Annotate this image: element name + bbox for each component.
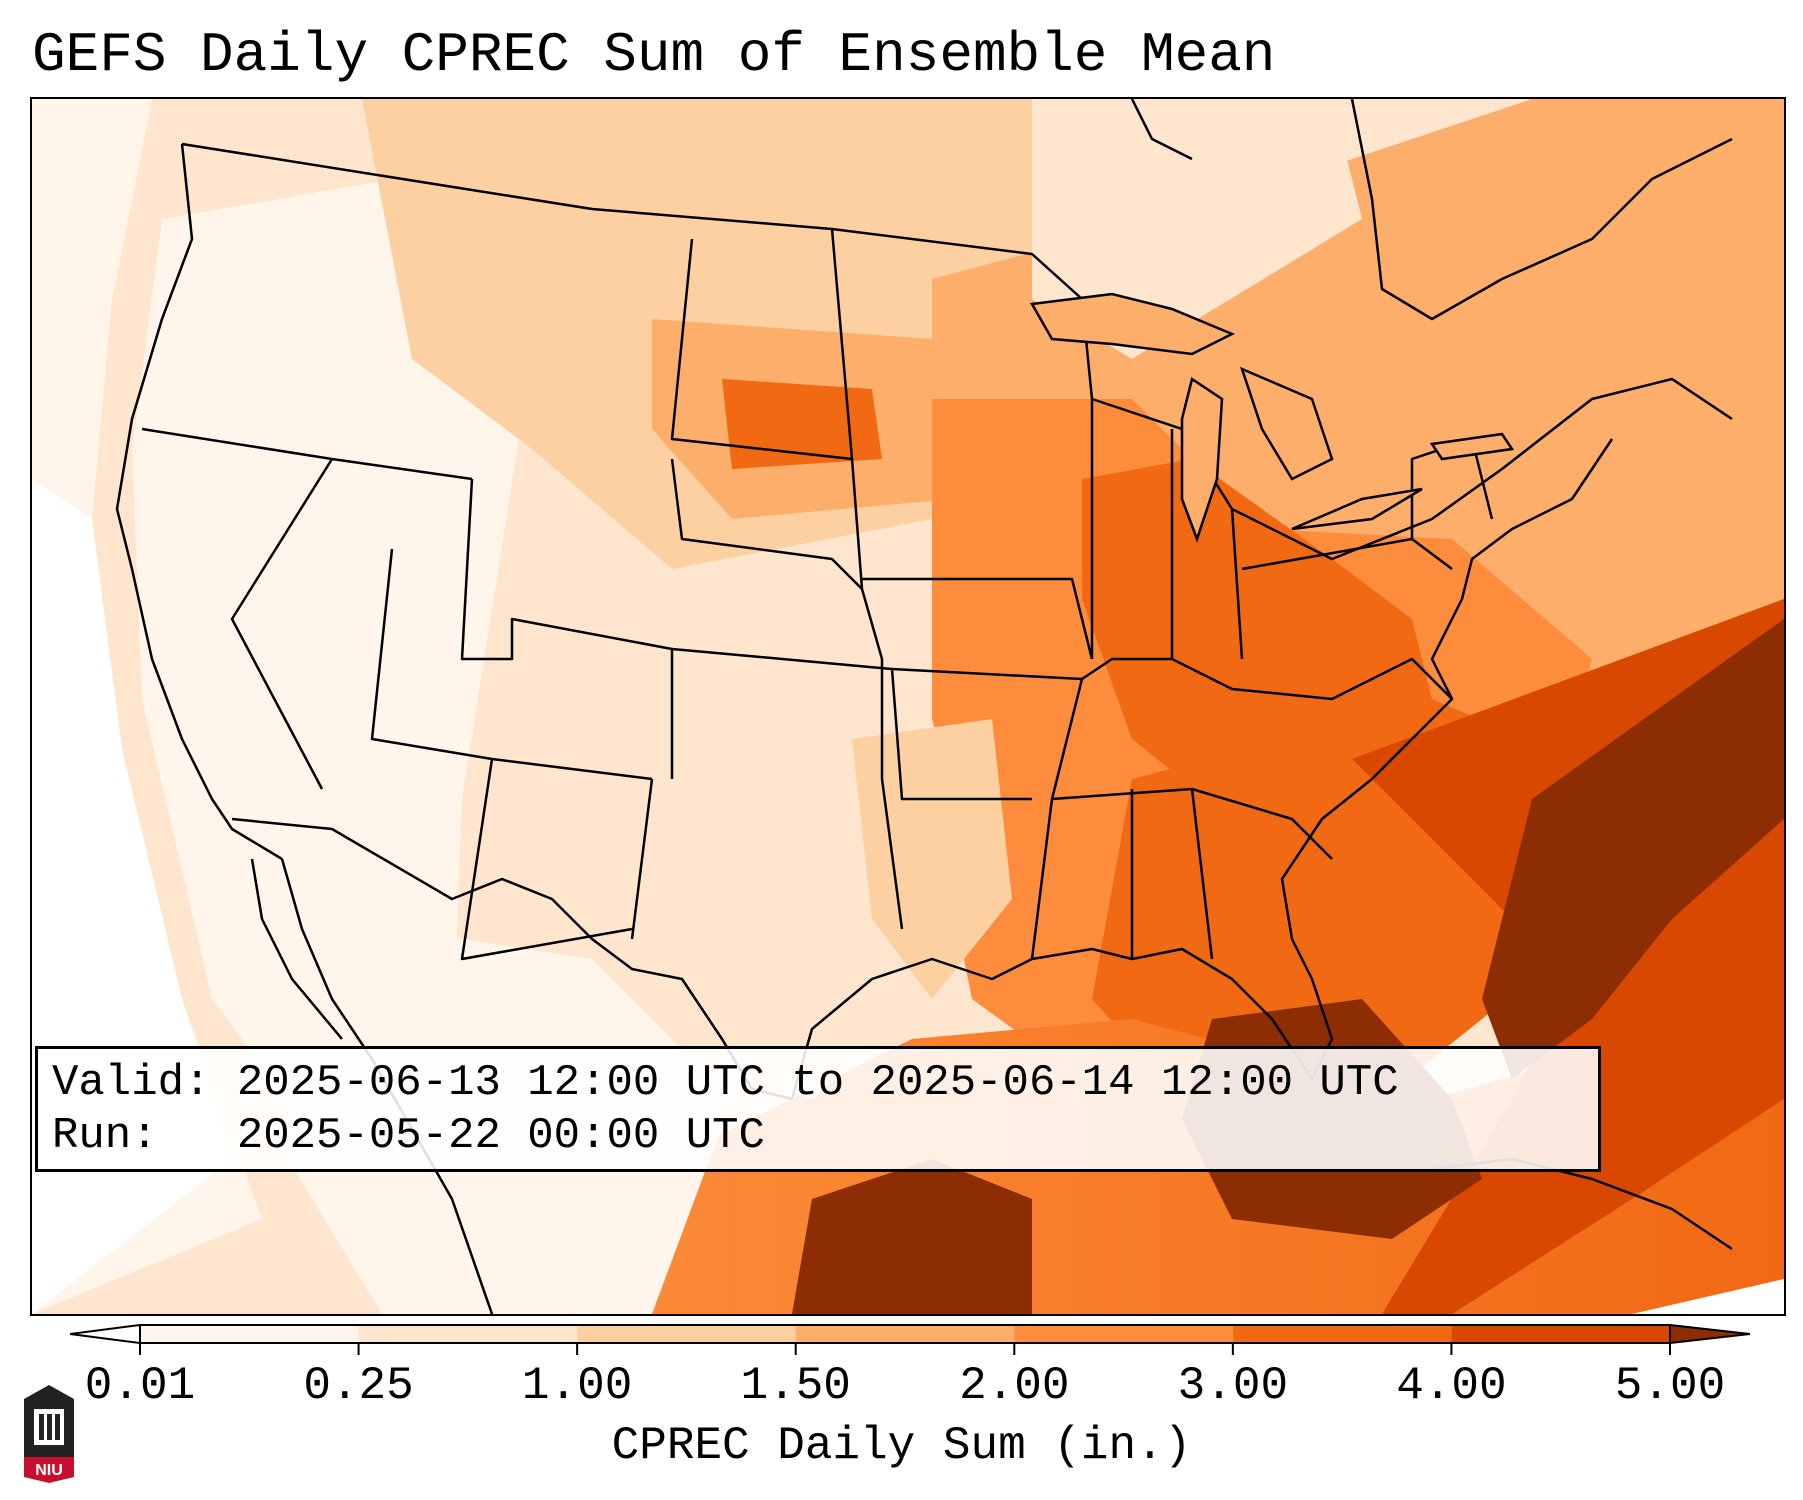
state-line-16 bbox=[1190, 788, 1214, 960]
colorbar-tick-label: 4.00 bbox=[1396, 1360, 1507, 1412]
colorbar-extend-high bbox=[1669, 1323, 1750, 1345]
colorbar-tick-label: 0.01 bbox=[84, 1360, 196, 1412]
colorbar-extend-low bbox=[70, 1323, 141, 1345]
lake-michigan bbox=[1180, 376, 1224, 543]
precip-field-west bbox=[132, 159, 522, 1159]
lake-erie bbox=[1291, 487, 1423, 531]
state-line-3 bbox=[370, 548, 653, 781]
colorbar-swatch bbox=[795, 1325, 1015, 1343]
niu-logo: NIU bbox=[24, 1385, 74, 1483]
map-title: GEFS Daily CPREC Sum of Ensemble Mean bbox=[32, 23, 1276, 87]
logo-banner-icon bbox=[24, 1457, 74, 1483]
lake-superior bbox=[1029, 292, 1236, 356]
run-line: Run: 2025-05-22 00:00 UTC bbox=[52, 1111, 765, 1161]
state-line-19 bbox=[1230, 508, 1244, 660]
precip-field-atlantic-max bbox=[1482, 619, 1784, 1079]
colorbar bbox=[70, 1323, 1750, 1355]
state-line-8 bbox=[670, 238, 853, 461]
colorbar-outline bbox=[139, 1324, 1671, 1344]
state-line-5 bbox=[460, 758, 633, 961]
colorbar-label: CPREC Daily Sum (in.) bbox=[611, 1420, 1192, 1472]
quebec-line bbox=[1350, 99, 1733, 321]
lake-ontario bbox=[1429, 432, 1515, 461]
colorbar-swatch bbox=[140, 1325, 359, 1343]
valid-line: Valid: 2025-06-13 12:00 UTC to 2025-06-1… bbox=[52, 1058, 1399, 1108]
precip-field-east-texas bbox=[852, 719, 1012, 999]
colorbar-tick-label: 0.25 bbox=[303, 1360, 414, 1412]
valid-time-box: Valid: 2025-06-13 12:00 UTC to 2025-06-1… bbox=[35, 1046, 1601, 1172]
state-line-9 bbox=[830, 228, 904, 930]
svg-text:NIU: NIU bbox=[35, 1462, 63, 1479]
state-line-14 bbox=[1051, 787, 1333, 860]
west-coast-line bbox=[115, 143, 283, 861]
colorbar-swatch bbox=[1232, 1325, 1452, 1343]
state-line-4 bbox=[460, 478, 674, 779]
state-line-7 bbox=[670, 458, 863, 590]
colorbar-tick-label: 5.00 bbox=[1614, 1360, 1726, 1412]
colorbar-tick-label: 3.00 bbox=[1177, 1360, 1289, 1412]
colorbar-tick-label: 2.00 bbox=[959, 1360, 1070, 1412]
state-line-11 bbox=[862, 577, 1094, 660]
colorbar-swatch bbox=[577, 1325, 796, 1343]
colorbar-tick-label: 1.00 bbox=[521, 1360, 633, 1412]
precip-field-gulf-south bbox=[792, 1159, 1032, 1314]
colorbar-ticks bbox=[139, 1343, 1671, 1355]
great-lakes bbox=[1029, 292, 1515, 543]
colorbar-tick-label: 1.50 bbox=[740, 1360, 851, 1412]
state-line-10 bbox=[671, 647, 1032, 801]
colorbar-swatch bbox=[1451, 1325, 1670, 1343]
state-line-2 bbox=[230, 458, 334, 790]
state-line-13 bbox=[1081, 657, 1453, 701]
colorbar-swatches bbox=[70, 1323, 1750, 1345]
colorbar-swatch bbox=[358, 1325, 578, 1343]
baja-line bbox=[250, 858, 343, 1040]
atlantic-coast-line bbox=[1280, 438, 1614, 940]
hudson-bay-line bbox=[1130, 99, 1193, 161]
lake-huron bbox=[1239, 366, 1334, 481]
state-line-6 bbox=[630, 778, 654, 940]
precip-field-dakotas-core bbox=[722, 379, 882, 469]
colorbar-swatch bbox=[1014, 1325, 1233, 1343]
state-line-12 bbox=[891, 667, 1084, 960]
map-corner bbox=[1632, 1279, 1784, 1314]
